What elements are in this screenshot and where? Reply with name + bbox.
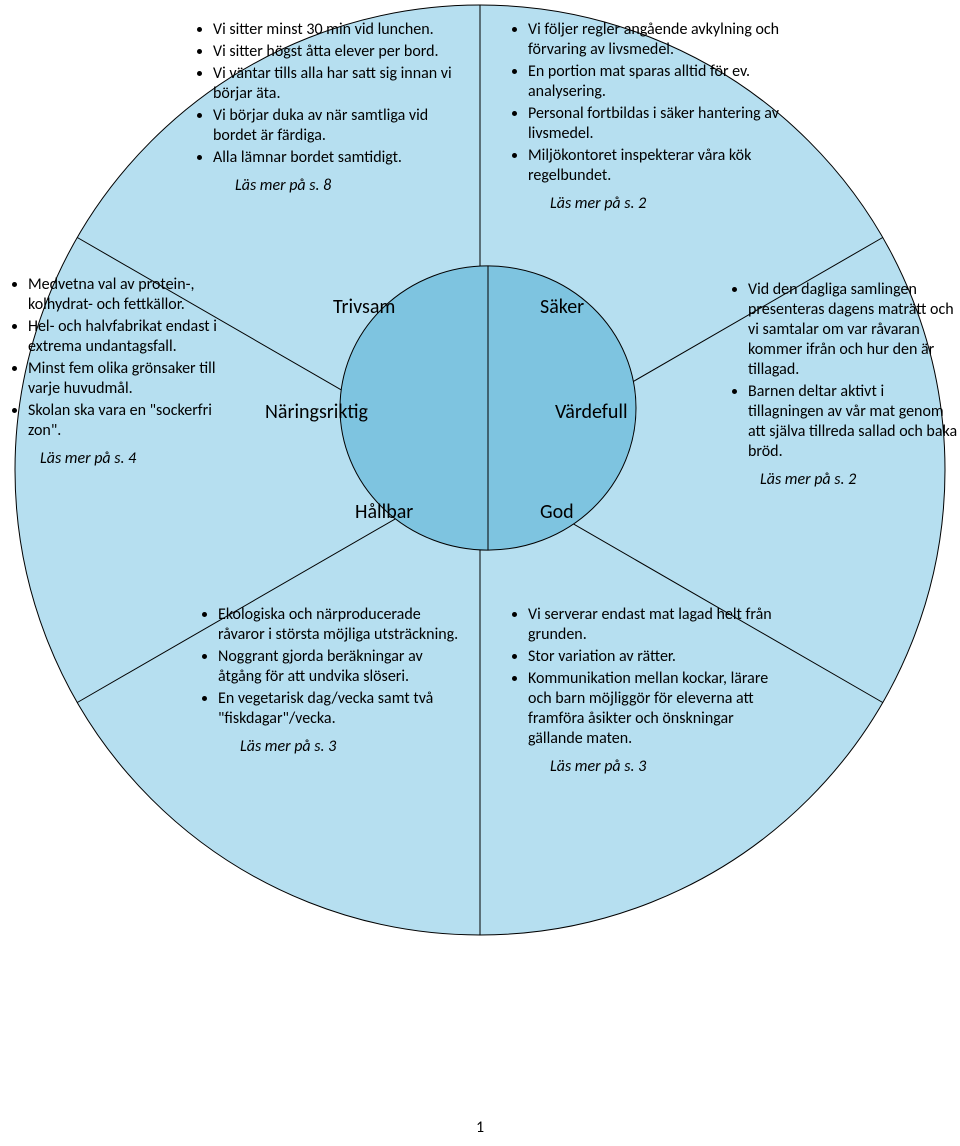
bullets: Vi sitter minst 30 min vid lunchen.Vi si… — [195, 20, 470, 168]
read-more: Läs mer på s. 2 — [760, 470, 958, 490]
section-mid-left: Medvetna val av protein-, kolhydrat- och… — [10, 275, 230, 469]
bullet-item: Vi sitter högst åtta elever per bord. — [213, 42, 470, 62]
bullets: Medvetna val av protein-, kolhydrat- och… — [10, 275, 230, 441]
bullets: Ekologiska och närproducerade råvaror i … — [200, 605, 470, 729]
bullet-item: Personal fortbildas i säker hantering av… — [528, 104, 785, 144]
section-top-right: Vi följer regler angående avkylning och … — [510, 20, 785, 214]
bullets: Vid den dagliga samlingen presenteras da… — [730, 280, 958, 462]
bullet-item: En vegetarisk dag/vecka samt två "fiskda… — [218, 689, 470, 729]
read-more: Läs mer på s. 3 — [240, 737, 470, 757]
read-more: Läs mer på s. 4 — [40, 449, 230, 469]
section-bottom-right: Vi serverar endast mat lagad helt från g… — [510, 605, 780, 777]
bullet-item: Hel- och halvfabrikat endast i extrema u… — [28, 317, 230, 357]
label-god: God — [540, 500, 574, 524]
bullet-item: Noggrant gjorda beräkningar av åtgång fö… — [218, 647, 470, 687]
label-vardefull: Värdefull — [555, 400, 628, 424]
bullet-item: Barnen deltar aktivt i tillagningen av v… — [748, 382, 958, 462]
label-saker: Säker — [540, 295, 584, 319]
bullets: Vi serverar endast mat lagad helt från g… — [510, 605, 780, 749]
bullet-item: Miljökontoret inspekterar våra kök regel… — [528, 146, 785, 186]
bullet-item: Minst fem olika grönsaker till varje huv… — [28, 359, 230, 399]
bullet-item: En portion mat sparas alltid för ev. ana… — [528, 62, 785, 102]
bullet-item: Vi serverar endast mat lagad helt från g… — [528, 605, 780, 645]
label-hallbar: Hållbar — [355, 500, 413, 524]
read-more: Läs mer på s. 3 — [550, 757, 780, 777]
bullet-item: Vi sitter minst 30 min vid lunchen. — [213, 20, 470, 40]
bullet-item: Ekologiska och närproducerade råvaror i … — [218, 605, 470, 645]
bullet-item: Vi börjar duka av när samtliga vid borde… — [213, 106, 470, 146]
page-number: 1 — [0, 1118, 960, 1137]
bullet-item: Medvetna val av protein-, kolhydrat- och… — [28, 275, 230, 315]
bullet-item: Kommunikation mellan kockar, lärare och … — [528, 669, 780, 749]
read-more: Läs mer på s. 8 — [235, 176, 470, 196]
bullet-item: Vi följer regler angående avkylning och … — [528, 20, 785, 60]
read-more: Läs mer på s. 2 — [550, 194, 785, 214]
bullet-item: Vid den dagliga samlingen presenteras da… — [748, 280, 958, 380]
bullet-item: Vi väntar tills alla har satt sig innan … — [213, 64, 470, 104]
diagram-stage: Trivsam Säker Näringsriktig Värdefull Hå… — [0, 0, 960, 1146]
label-trivsam: Trivsam — [333, 295, 395, 319]
bullet-item: Alla lämnar bordet samtidigt. — [213, 148, 470, 168]
wheel-svg — [0, 0, 960, 1146]
section-mid-right: Vid den dagliga samlingen presenteras da… — [730, 280, 958, 490]
label-naringsriktig: Näringsriktig — [265, 400, 368, 424]
section-top-left: Vi sitter minst 30 min vid lunchen.Vi si… — [195, 20, 470, 196]
section-bottom-left: Ekologiska och närproducerade råvaror i … — [200, 605, 470, 757]
bullet-item: Skolan ska vara en "sockerfri zon". — [28, 401, 230, 441]
bullet-item: Stor variation av rätter. — [528, 647, 780, 667]
bullets: Vi följer regler angående avkylning och … — [510, 20, 785, 186]
